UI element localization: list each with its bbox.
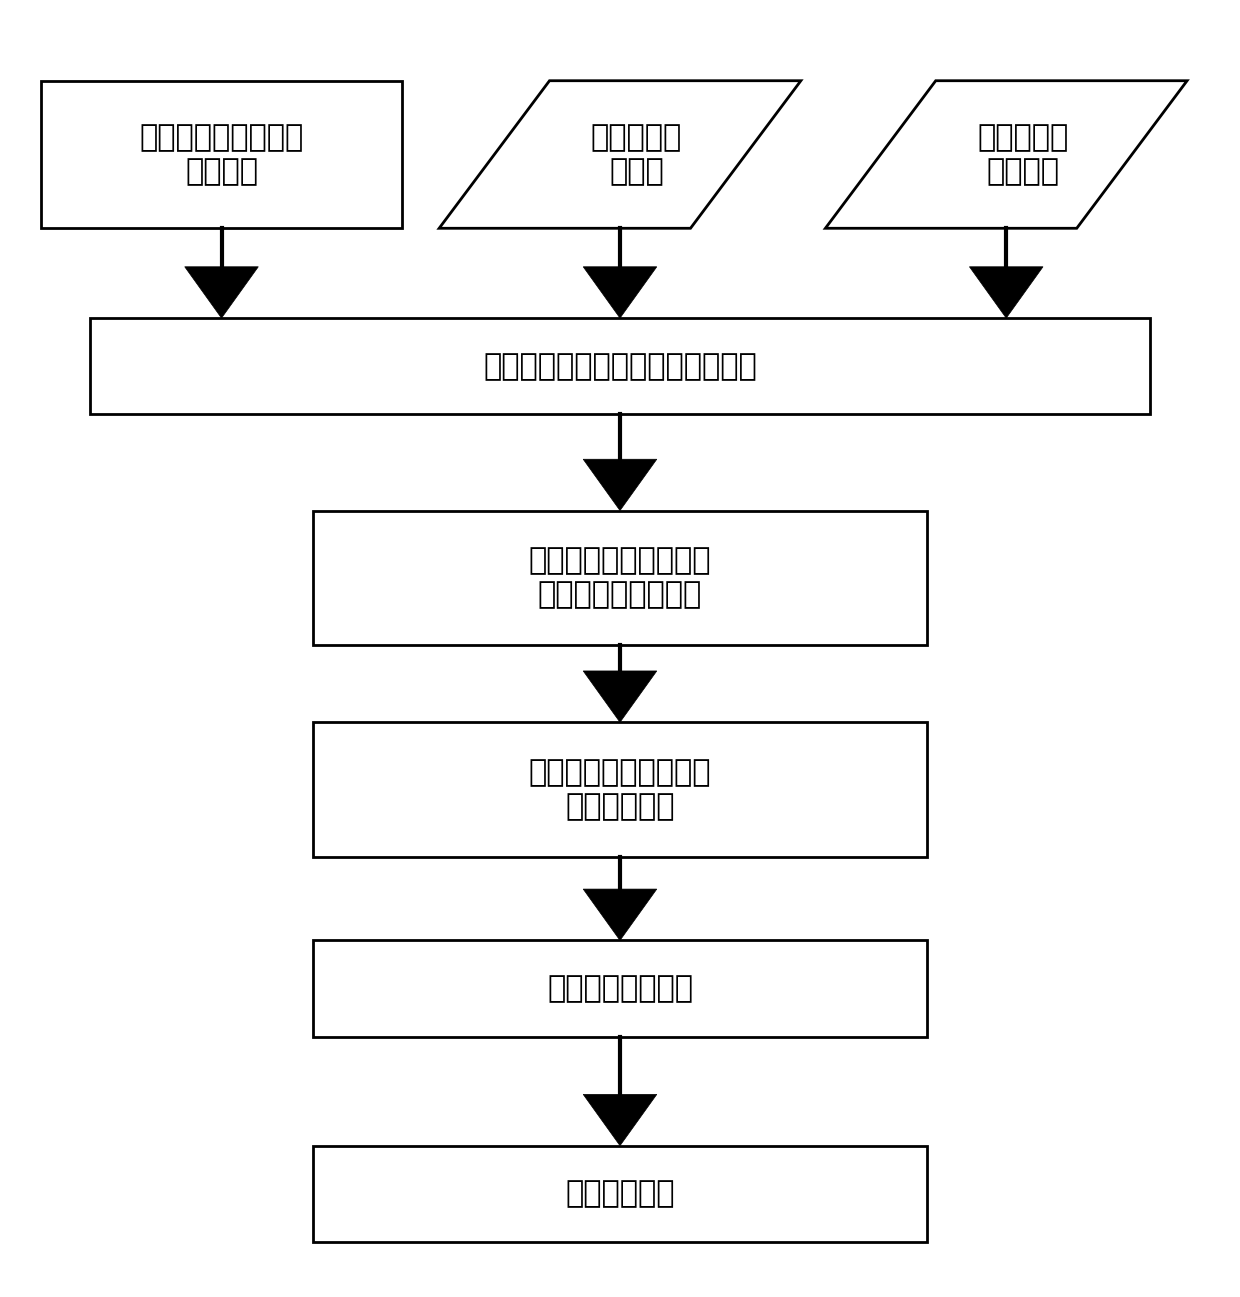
Polygon shape <box>583 267 657 318</box>
Polygon shape <box>826 80 1187 228</box>
Text: 定标种类对应的脉冲
筛选处理: 定标种类对应的脉冲 筛选处理 <box>139 123 304 185</box>
Text: 帧长检测结
果数据: 帧长检测结 果数据 <box>591 123 682 185</box>
Text: 传输通道数据转换至成
像接收通道数据处理: 传输通道数据转换至成 像接收通道数据处理 <box>528 546 712 610</box>
Text: 匹配滤波脉压处理: 匹配滤波脉压处理 <box>547 974 693 1003</box>
Bar <box>314 1145 926 1243</box>
Bar <box>314 940 926 1036</box>
Text: 卫星下传的
合路数据: 卫星下传的 合路数据 <box>977 123 1069 185</box>
Polygon shape <box>439 80 801 228</box>
Polygon shape <box>583 1095 657 1145</box>
Bar <box>314 722 926 857</box>
Text: 性能评估处理: 性能评估处理 <box>565 1179 675 1209</box>
Bar <box>314 511 926 646</box>
Bar <box>89 318 1151 414</box>
Polygon shape <box>185 267 258 318</box>
Polygon shape <box>970 267 1043 318</box>
Polygon shape <box>583 671 657 722</box>
Text: 合路数据转换至传输通道数据处理: 合路数据转换至传输通道数据处理 <box>484 351 756 381</box>
Polygon shape <box>583 459 657 511</box>
Polygon shape <box>583 888 657 940</box>
Text: 成像接收通道数据转换
至复数据处理: 成像接收通道数据转换 至复数据处理 <box>528 759 712 821</box>
Bar <box>41 80 402 228</box>
